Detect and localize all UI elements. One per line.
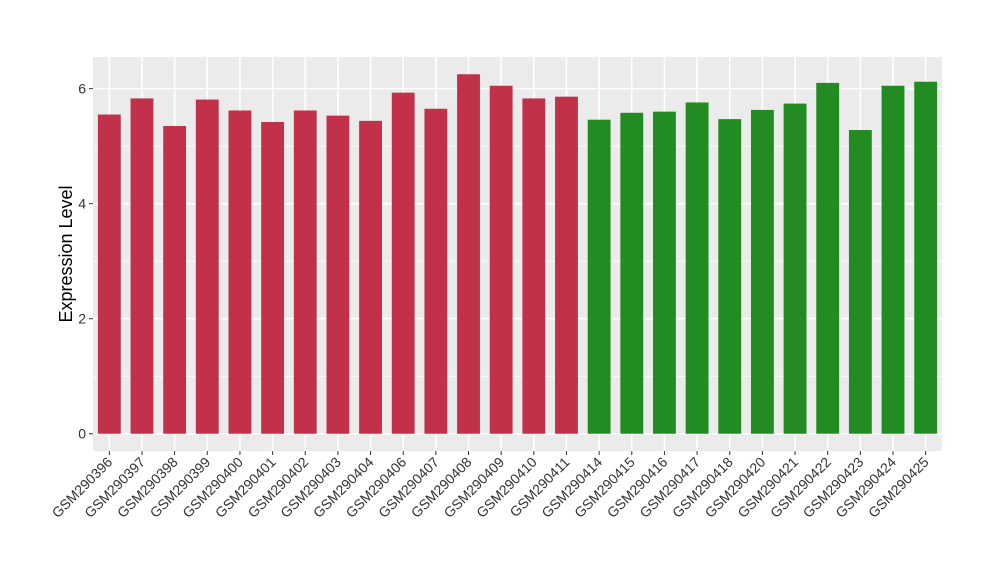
y-tick-label: 6 bbox=[78, 81, 86, 97]
bar-GSM290406 bbox=[391, 92, 415, 434]
bar-GSM290401 bbox=[261, 121, 285, 434]
bar-GSM290403 bbox=[326, 115, 350, 434]
bar-GSM290398 bbox=[163, 126, 187, 434]
bars-group bbox=[97, 74, 938, 434]
bar-GSM290397 bbox=[130, 98, 154, 434]
bar-GSM290402 bbox=[293, 110, 317, 434]
bar-GSM290416 bbox=[653, 111, 676, 434]
bar-GSM290425 bbox=[914, 81, 938, 434]
bar-GSM290400 bbox=[228, 110, 252, 434]
y-tick-label: 2 bbox=[78, 311, 86, 327]
y-axis: 0 2 4 6 bbox=[78, 81, 93, 442]
plot-panel bbox=[93, 57, 942, 451]
bar-GSM290414 bbox=[587, 119, 611, 434]
y-tick-label: 4 bbox=[78, 196, 86, 212]
bar-GSM290424 bbox=[881, 85, 905, 434]
bar-GSM290421 bbox=[783, 103, 807, 434]
y-axis-label: Expression Level bbox=[56, 185, 76, 322]
bar-GSM290407 bbox=[424, 108, 448, 434]
x-axis: GSM290396GSM290397GSM290398GSM290399GSM2… bbox=[49, 451, 932, 521]
bar-GSM290410 bbox=[522, 98, 546, 434]
bar-GSM290420 bbox=[750, 109, 774, 434]
bar-GSM290417 bbox=[685, 102, 709, 434]
y-tick-label: 0 bbox=[78, 426, 86, 442]
bar-GSM290399 bbox=[195, 99, 219, 434]
bar-GSM290408 bbox=[457, 74, 480, 434]
bar-GSM290396 bbox=[97, 114, 121, 434]
bar-GSM290418 bbox=[718, 119, 742, 434]
bar-GSM290422 bbox=[816, 82, 840, 434]
bar-GSM290415 bbox=[620, 112, 644, 434]
bar-GSM290411 bbox=[555, 96, 578, 434]
bar-GSM290409 bbox=[489, 85, 513, 434]
bar-GSM290404 bbox=[359, 120, 382, 434]
bar-GSM290423 bbox=[848, 130, 872, 434]
